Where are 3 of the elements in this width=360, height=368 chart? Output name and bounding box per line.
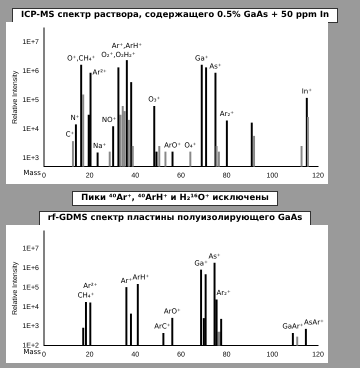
chart-title: ICP-MS спектр раствора, содержащего 0.5% GaAs + 50 ppm In — [12, 8, 338, 23]
chart-title: rf-GDMS спектр пластины полуизолирующего GaAs — [38, 211, 312, 226]
text: Пики ⁴⁰Ar⁺, ⁴⁰ArH⁺ и H₂¹⁶O⁺ исключены — [72, 191, 278, 206]
